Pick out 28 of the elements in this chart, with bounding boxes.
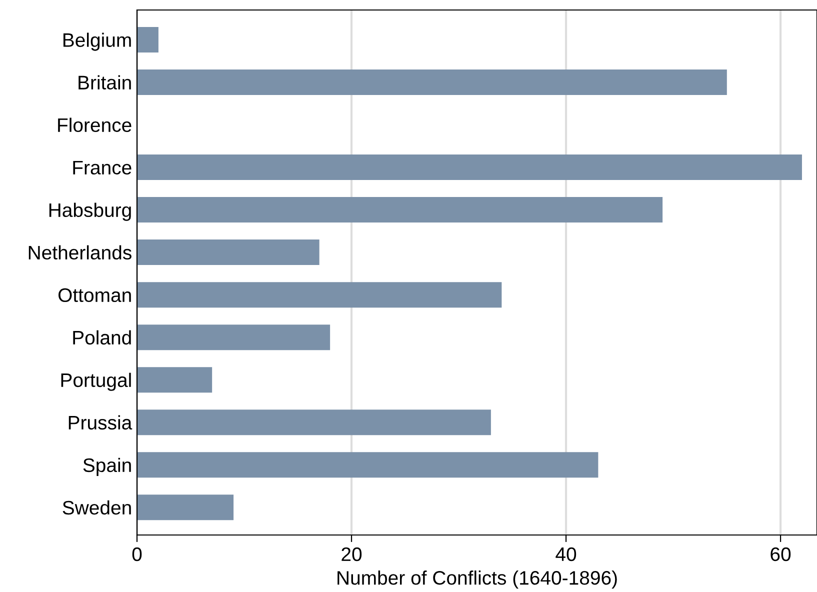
y-tick-label: Portugal: [61, 372, 131, 391]
y-tick-label: Habsburg: [49, 202, 131, 221]
bar: [137, 240, 320, 266]
bar: [137, 452, 598, 478]
x-axis-title: Number of Conflicts (1640-1896): [338, 570, 617, 589]
bar: [137, 410, 491, 436]
bar: [137, 197, 663, 223]
bar: [137, 27, 158, 53]
y-tick-label: Britain: [78, 75, 131, 90]
x-tick-label: 60: [770, 547, 791, 562]
bar: [137, 154, 802, 180]
y-tick-label: Spain: [83, 458, 131, 476]
bar: [137, 324, 330, 350]
y-tick-label: Poland: [73, 330, 131, 345]
y-tick-label: Ottoman: [58, 288, 131, 302]
y-tick-label: Belgium: [63, 32, 131, 51]
bar: [137, 367, 212, 393]
y-tick-label: France: [73, 160, 132, 175]
y-tick-label: Florence: [58, 118, 132, 132]
y-tick-label: Prussia: [68, 415, 132, 430]
x-tick-label: 20: [342, 547, 362, 562]
y-tick-label: Netherlands: [28, 245, 132, 260]
x-tick-label: 0: [132, 547, 142, 562]
bar: [137, 70, 727, 96]
y-tick-label: Sweden: [62, 500, 131, 515]
x-tick-label: 40: [556, 547, 576, 562]
bar: [137, 494, 234, 520]
bar: [137, 282, 502, 308]
